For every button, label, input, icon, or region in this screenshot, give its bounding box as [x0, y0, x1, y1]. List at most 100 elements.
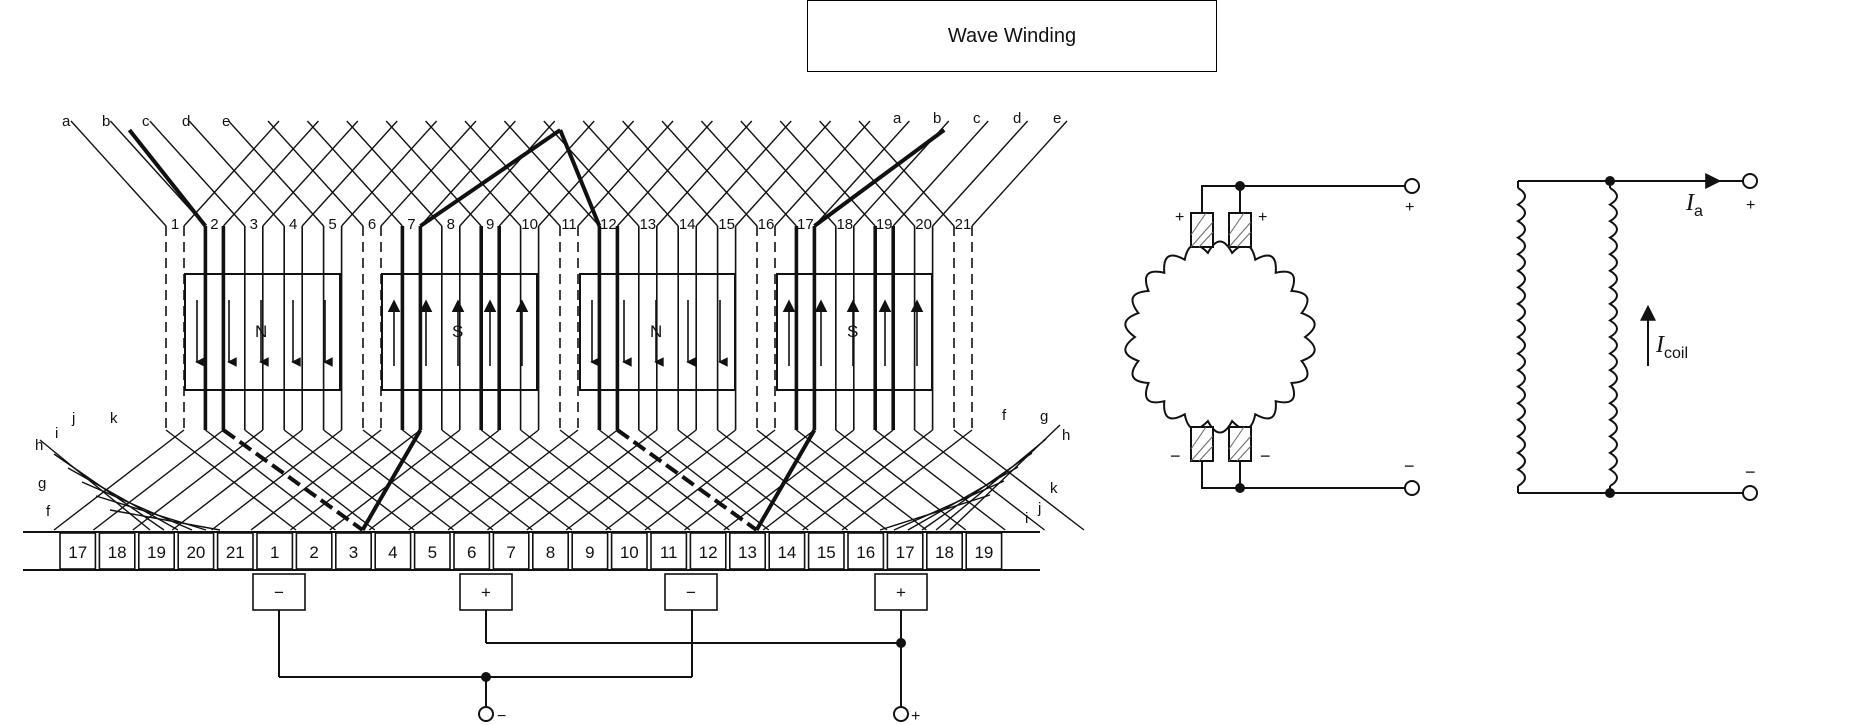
- upper-connection-right: [341, 120, 438, 227]
- upper-connection-left: [543, 120, 640, 227]
- commutator-segment-number: 7: [506, 543, 515, 562]
- upper-connection-left: [858, 120, 955, 227]
- lower-connection-right: [526, 429, 658, 531]
- commutator-segment-number: 15: [817, 543, 836, 562]
- lower-connection-right: [683, 429, 815, 531]
- top-right-letter: b: [933, 110, 941, 127]
- lower-connection-right: [211, 429, 343, 531]
- armature-terminal-plus-label: +: [1405, 199, 1414, 216]
- lower-outer-left: [53, 453, 165, 531]
- lower-connection-right: [368, 429, 500, 531]
- eq-terminal-plus-label: +: [1746, 197, 1755, 214]
- lower-connection-right: [447, 429, 579, 531]
- upper-connection-right: [498, 120, 595, 227]
- lower-highlight-path: [754, 428, 817, 532]
- upper-connection-left: [661, 120, 758, 227]
- commutator-segment: [492, 532, 530, 570]
- slot-number: 3: [250, 216, 258, 233]
- pole-box: [381, 273, 538, 391]
- lower-connection-left: [480, 429, 612, 531]
- lower-connection-right: [841, 429, 973, 531]
- commutator-segment-number: 13: [738, 543, 757, 562]
- commutator-segment: [98, 532, 136, 570]
- junction-top: [1235, 181, 1245, 191]
- commutator-segment-number: 21: [226, 543, 245, 562]
- commutator: 17 18 19 20 21 1 2 3 4 5 6 7 8 9 10 11 12 13 14 15 16 17 18 19: [23, 531, 1040, 571]
- page-title: Wave Winding: [947, 24, 1077, 47]
- commutator-segment: [413, 532, 451, 570]
- commutator-segment-number: 4: [388, 543, 397, 562]
- upper-connection-left: [346, 120, 443, 227]
- upper-connection-left: [503, 120, 600, 227]
- pole-box: [579, 273, 736, 391]
- commutator-segment-number: 8: [546, 543, 555, 562]
- terminal-positive-circle: [893, 706, 909, 722]
- commutator-segment-number: 1: [270, 543, 279, 562]
- top-left-letter: c: [142, 113, 150, 130]
- top-right-letter: d: [1013, 110, 1021, 127]
- upper-connection-right: [183, 120, 280, 227]
- lower-connection-left: [283, 429, 415, 531]
- top-left-letter: e: [222, 113, 230, 130]
- brush-plus-left-label: +: [1175, 209, 1184, 226]
- slot-number: 13: [639, 216, 656, 233]
- negative-junction: [481, 672, 491, 682]
- armature-winding-circle: [1124, 240, 1316, 434]
- lower-connection-right: [723, 429, 855, 531]
- lower-connection-left: [520, 429, 652, 531]
- brush-polarity: +: [481, 583, 491, 602]
- lower-outer-right: [879, 494, 991, 531]
- brush-polarity: +: [896, 583, 906, 602]
- bottom-left-letter: i: [55, 425, 58, 442]
- lower-connection-left: [874, 429, 1006, 531]
- lower-outer-left: [109, 509, 221, 531]
- bottom-left-letter: h: [35, 437, 43, 454]
- upper-connection-right: [222, 120, 319, 227]
- upper-connection-left: [228, 120, 325, 227]
- commutator-segment: [374, 532, 412, 570]
- top-right-letter: c: [973, 110, 981, 127]
- slot-number: 14: [679, 216, 696, 233]
- equivalent-parallel-paths: Ia Icoil + −: [1516, 173, 1758, 501]
- upper-connection-left: [779, 120, 876, 227]
- brush-minus-right-label: −: [1260, 446, 1271, 466]
- commutator-segment: [925, 532, 963, 570]
- upper-highlight-path: [558, 129, 602, 227]
- bottom-right-letter: j: [1037, 500, 1041, 517]
- brush-plus-right-label: +: [1258, 209, 1267, 226]
- lower-outer-left: [39, 439, 151, 531]
- eq-terminal-minus-circle: [1742, 485, 1758, 501]
- terminal-positive-label: +: [911, 708, 920, 725]
- upper-connection-right: [735, 120, 832, 227]
- upper-connection-left: [425, 120, 522, 227]
- upper-connection-left: [149, 120, 246, 227]
- lower-connection-right: [329, 429, 461, 531]
- upper-connection-left: [819, 120, 916, 227]
- upper-connection-left: [582, 120, 679, 227]
- lower-connection-right: [53, 429, 185, 531]
- commutator-segment: [807, 532, 845, 570]
- commutator-segment-number: 16: [856, 543, 875, 562]
- commutator-segment: [216, 532, 254, 570]
- lower-connection-right: [92, 429, 224, 531]
- commutator-segment-number: 18: [108, 543, 127, 562]
- brush-wiring: − + − + − +: [252, 573, 928, 725]
- lower-connection-right: [250, 429, 382, 531]
- lower-connection-left: [401, 429, 533, 531]
- brush: [664, 573, 718, 611]
- commutator-segment: [453, 532, 491, 570]
- slot-number: 2: [210, 216, 218, 233]
- lower-connection-right: [408, 429, 540, 531]
- lower-connection-right: [289, 429, 421, 531]
- upper-connection-right: [459, 120, 556, 227]
- upper-connection-right: [656, 120, 753, 227]
- lower-connection-right: [605, 429, 737, 531]
- upper-connection-right: [932, 120, 1029, 227]
- commutator-segment-number: 19: [147, 543, 166, 562]
- lower-highlight-path: [616, 428, 758, 532]
- upper-connection-left: [188, 120, 285, 227]
- upper-end-connections: [70, 120, 1068, 228]
- upper-connection-left: [622, 120, 719, 227]
- pole-box: [776, 273, 933, 391]
- title-box: Wave Winding: [807, 0, 1217, 72]
